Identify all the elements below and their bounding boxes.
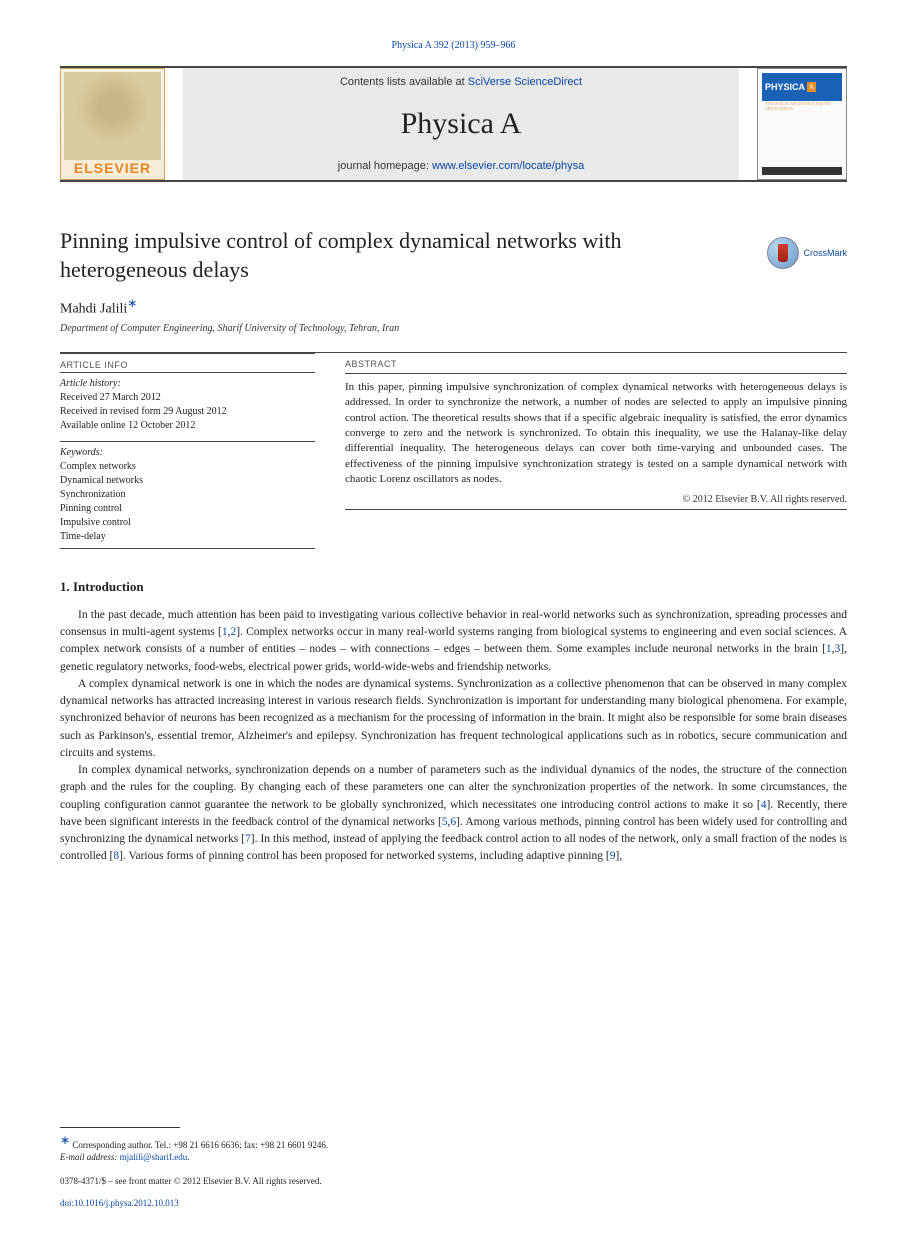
- abstract-col: ABSTRACT In this paper, pinning impulsiv…: [345, 353, 847, 544]
- abstract-text: In this paper, pinning impulsive synchro…: [345, 380, 847, 488]
- banner-center: Contents lists available at SciVerse Sci…: [183, 68, 739, 180]
- paper-title: Pinning impulsive control of complex dyn…: [60, 227, 660, 284]
- journal-banner: ELSEVIER Contents lists available at Sci…: [60, 66, 847, 182]
- sciverse-link[interactable]: SciVerse ScienceDirect: [468, 76, 582, 88]
- cover-title: PHYSICA: [765, 82, 805, 92]
- paragraph: A complex dynamical network is one in wh…: [60, 676, 847, 762]
- paragraph: In the past decade, much attention has b…: [60, 607, 847, 676]
- keyword: Pinning control: [60, 502, 315, 516]
- cover-subtitle: STATISTICAL MECHANICS AND ITS APPLICATIO…: [765, 101, 842, 111]
- title-row: Pinning impulsive control of complex dyn…: [60, 227, 847, 284]
- doi-link[interactable]: doi:10.1016/j.physa.2012.10.013: [60, 1198, 847, 1208]
- homepage-prefix: journal homepage:: [338, 160, 432, 172]
- abstract-divider: [345, 509, 847, 510]
- footnote-rule: [60, 1127, 180, 1128]
- short-divider: [60, 441, 315, 442]
- corresponding-footnote: ∗ Corresponding author. Tel.: +98 21 661…: [60, 1132, 847, 1152]
- text-run: A complex dynamical network is one in wh…: [60, 678, 847, 759]
- homepage-line: journal homepage: www.elsevier.com/locat…: [183, 160, 739, 172]
- footer-copyright: 0378-4371/$ – see front matter © 2012 El…: [60, 1176, 847, 1186]
- section-title: Introduction: [73, 579, 144, 594]
- abstract-divider: [345, 373, 847, 374]
- citation-link[interactable]: 1: [222, 626, 228, 638]
- revised-date: Received in revised form 29 August 2012: [60, 405, 315, 419]
- section-heading: 1. Introduction: [60, 579, 847, 595]
- citation-link[interactable]: 5: [442, 816, 448, 828]
- keyword: Synchronization: [60, 488, 315, 502]
- author-name: Mahdi Jalili: [60, 302, 127, 317]
- keyword: Complex networks: [60, 460, 315, 474]
- received-date: Received 27 March 2012: [60, 391, 315, 405]
- text-run: In complex dynamical networks, synchroni…: [60, 764, 847, 811]
- cover-letter: A: [807, 82, 816, 92]
- email-link[interactable]: mjalili@sharif.edu: [120, 1152, 188, 1162]
- contents-prefix: Contents lists available at: [340, 76, 468, 88]
- crossmark-icon: [767, 237, 799, 269]
- keyword: Impulsive control: [60, 516, 315, 530]
- article-info-heading: ARTICLE INFO: [60, 360, 315, 370]
- contents-line: Contents lists available at SciVerse Sci…: [183, 76, 739, 88]
- citation-link[interactable]: 1: [826, 643, 832, 655]
- elsevier-logo[interactable]: ELSEVIER: [60, 68, 165, 180]
- section-number: 1.: [60, 579, 70, 594]
- paragraph: In complex dynamical networks, synchroni…: [60, 762, 847, 866]
- short-divider: [60, 372, 315, 373]
- meta-abstract-row: ARTICLE INFO Article history: Received 2…: [60, 353, 847, 544]
- email-label: E-mail address:: [60, 1152, 117, 1162]
- body-text: In the past decade, much attention has b…: [60, 607, 847, 866]
- keyword: Time-delay: [60, 530, 315, 544]
- abstract-heading: ABSTRACT: [345, 359, 847, 369]
- authors: Mahdi Jalili∗: [60, 296, 847, 318]
- available-date: Available online 12 October 2012: [60, 419, 315, 433]
- footer-block: ∗ Corresponding author. Tel.: +98 21 661…: [60, 1127, 847, 1208]
- crossmark-label: CrossMark: [803, 248, 847, 258]
- paper-page: Physica A 392 (2013) 959–966 ELSEVIER Co…: [0, 0, 907, 1238]
- star-icon: ∗: [60, 1133, 70, 1147]
- history-label: Article history:: [60, 377, 315, 391]
- journal-name: Physica A: [183, 107, 739, 141]
- cover-footer: [762, 167, 842, 175]
- journal-cover-thumb[interactable]: PHYSICA A STATISTICAL MECHANICS AND ITS …: [757, 68, 847, 180]
- keyword: Dynamical networks: [60, 474, 315, 488]
- bookmark-icon: [778, 244, 788, 262]
- copyright: © 2012 Elsevier B.V. All rights reserved…: [345, 494, 847, 505]
- short-divider: [60, 548, 315, 549]
- footnote-text: Corresponding author. Tel.: +98 21 6616 …: [72, 1140, 328, 1150]
- text-run: ],: [616, 850, 623, 862]
- short-divider: [60, 353, 315, 354]
- cover-body: [762, 111, 842, 167]
- article-info-col: ARTICLE INFO Article history: Received 2…: [60, 353, 315, 544]
- email-footnote: E-mail address: mjalili@sharif.edu.: [60, 1151, 847, 1164]
- text-run: ]. Various forms of pinning control has …: [119, 850, 610, 862]
- crossmark-badge[interactable]: CrossMark: [767, 237, 847, 269]
- elsevier-tree-icon: [64, 72, 161, 160]
- affiliation: Department of Computer Engineering, Shar…: [60, 323, 847, 334]
- running-header: Physica A 392 (2013) 959–966: [60, 40, 847, 51]
- elsevier-text: ELSEVIER: [74, 160, 151, 176]
- corresponding-star-icon[interactable]: ∗: [127, 296, 137, 310]
- cover-header: PHYSICA A: [762, 73, 842, 101]
- keywords-label: Keywords:: [60, 446, 315, 460]
- homepage-url[interactable]: www.elsevier.com/locate/physa: [432, 160, 584, 172]
